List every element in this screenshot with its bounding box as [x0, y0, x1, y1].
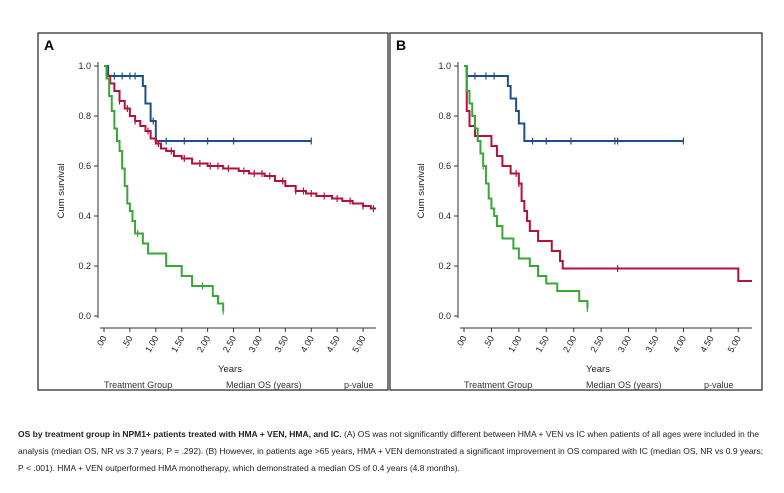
panel-b: B 0.0 0.2 0.4 0.6 0.8 1.0 Cum survival .00 .50 1.0… — [389, 32, 763, 391]
x-tick-label: 1.50 — [534, 334, 551, 354]
x-tick-label: 2.00 — [561, 334, 578, 354]
caption-bold: OS by treatment group in NPM1+ patients … — [18, 429, 342, 439]
panel-frame — [389, 32, 763, 391]
footer-label: Median OS (years) — [226, 380, 302, 390]
figure-caption: OS by treatment group in NPM1+ patients … — [18, 426, 770, 477]
footer-label: Treatment Group — [104, 380, 172, 390]
x-tick-label: 2.50 — [588, 334, 605, 354]
y-axis-title: Cum survival — [416, 164, 427, 219]
y-axis-title: Cum survival — [56, 164, 67, 219]
panel-frame — [37, 32, 389, 391]
survival-curve-series-2 — [464, 65, 589, 309]
y-tick-label: 0.2 — [78, 261, 91, 271]
y-tick-label: 1.0 — [78, 61, 91, 71]
x-tick-label: 3.50 — [643, 334, 660, 354]
x-tick-label: 1.50 — [169, 334, 186, 354]
footer-label: p-value — [704, 380, 734, 390]
footer-label: p-value — [344, 380, 374, 390]
y-tick-label: 0.4 — [438, 211, 451, 221]
footer-label: Treatment Group — [464, 380, 532, 390]
x-tick-label: 5.00 — [726, 334, 743, 354]
x-tick-label: 3.50 — [273, 334, 290, 354]
x-tick-label: .00 — [454, 334, 469, 350]
y-tick-label: 0.0 — [438, 311, 451, 321]
x-tick-label: 1.00 — [143, 334, 160, 354]
x-tick-label: 5.00 — [350, 334, 367, 354]
x-tick-label: 1.00 — [506, 334, 523, 354]
panel-a: A 0.0 0.2 0.4 0.6 0.8 1.0 Cum survival .00 .50 1.0… — [37, 32, 389, 391]
y-tick-label: 0.6 — [438, 161, 451, 171]
y-tick-label: 1.0 — [438, 61, 451, 71]
x-tick-label: 3.00 — [247, 334, 264, 354]
x-tick-label: 4.00 — [299, 334, 316, 354]
y-tick-label: 0.6 — [78, 161, 91, 171]
x-axis-title: Years — [586, 364, 610, 375]
x-tick-label: 2.00 — [195, 334, 212, 354]
survival-curve-series-0 — [464, 65, 684, 142]
y-tick-label: 0.8 — [438, 111, 451, 121]
x-tick-label: 2.50 — [221, 334, 238, 354]
survival-curve-series-2 — [104, 65, 225, 311]
survival-curve-series-1 — [464, 65, 752, 282]
survival-figure: A 0.0 0.2 0.4 0.6 0.8 1.0 Cum survival .00 .50 1.0… — [37, 32, 763, 391]
y-tick-label: 0.4 — [78, 211, 91, 221]
panel-label: B — [396, 37, 406, 53]
x-tick-label: .50 — [120, 334, 135, 350]
panel-label: A — [44, 37, 54, 53]
y-tick-label: 0.2 — [438, 261, 451, 271]
x-tick-label: 4.50 — [324, 334, 341, 354]
x-tick-label: 4.00 — [671, 334, 688, 354]
x-tick-label: .50 — [481, 334, 496, 350]
caption-text: (A) OS was not significantly different b… — [18, 429, 764, 473]
footer-label: Median OS (years) — [586, 380, 662, 390]
x-axis-title: Years — [218, 364, 242, 375]
x-tick-label: 3.00 — [616, 334, 633, 354]
y-tick-label: 0.8 — [78, 111, 91, 121]
x-tick-label: .00 — [94, 334, 109, 350]
y-tick-label: 0.0 — [78, 311, 91, 321]
x-tick-label: 4.50 — [698, 334, 715, 354]
